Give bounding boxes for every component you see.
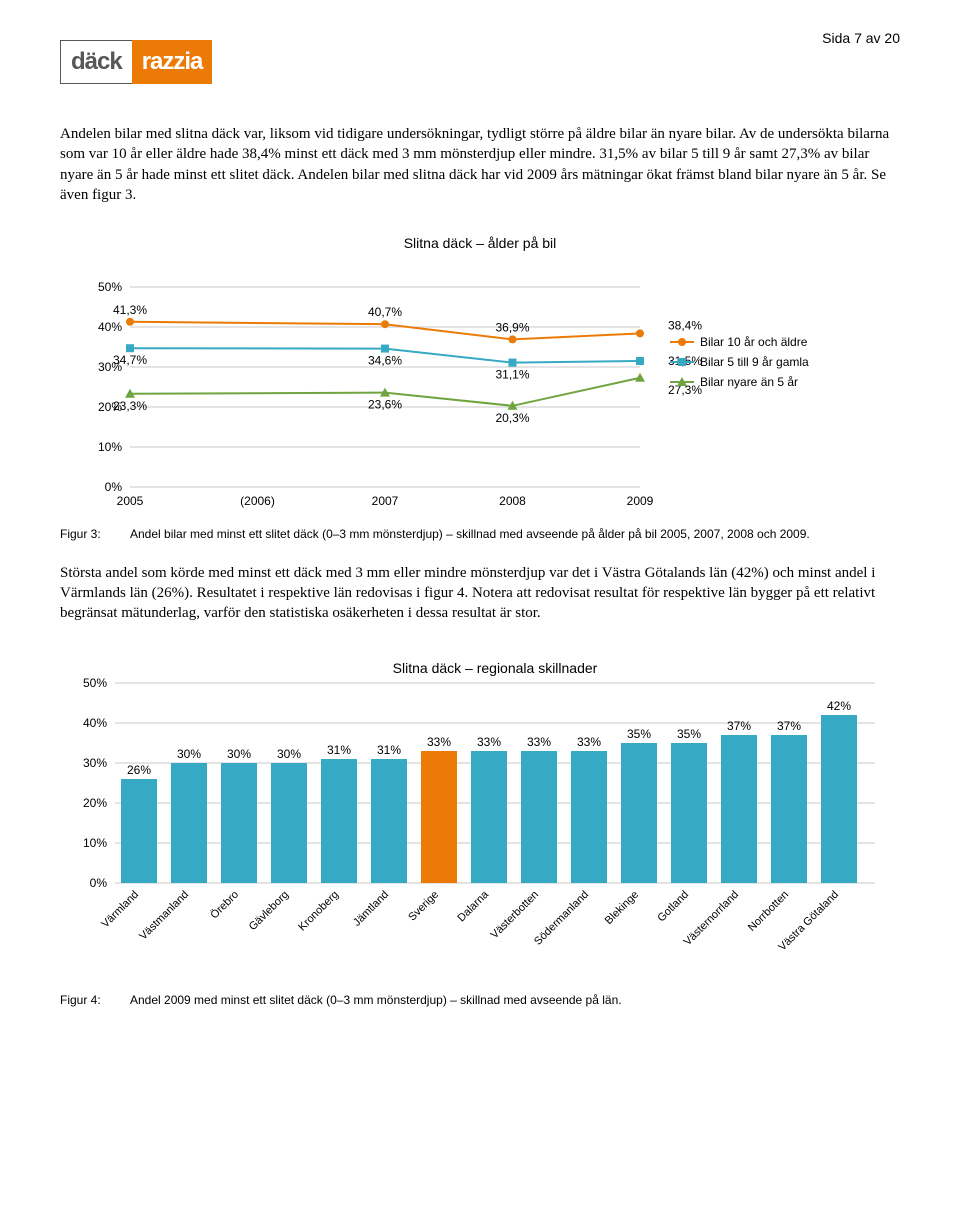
- chart2-svg: Slitna däck – regionala skillnader 0% 10% 2…: [65, 653, 895, 983]
- svg-text:Blekinge: Blekinge: [603, 889, 641, 927]
- chart1-block: Slitna däck – ålder på bil 0%10%20%30%40…: [60, 235, 900, 517]
- caption1-text: Andel bilar med minst ett slitet däck (0…: [130, 527, 900, 543]
- caption2-text: Andel 2009 med minst ett slitet däck (0–…: [130, 993, 900, 1009]
- svg-text:20,3%: 20,3%: [495, 411, 529, 425]
- svg-text:30%: 30%: [227, 747, 251, 761]
- svg-text:Värmland: Värmland: [99, 889, 141, 931]
- svg-text:35%: 35%: [627, 727, 651, 741]
- logo-left-text: däck: [71, 48, 122, 76]
- svg-text:50%: 50%: [83, 676, 107, 690]
- svg-text:0%: 0%: [90, 876, 108, 890]
- svg-text:30%: 30%: [177, 747, 201, 761]
- svg-text:Bilar nyare än 5 år: Bilar nyare än 5 år: [700, 375, 798, 389]
- svg-text:30%: 30%: [83, 756, 107, 770]
- svg-text:10%: 10%: [83, 836, 107, 850]
- svg-text:34,7%: 34,7%: [113, 353, 147, 367]
- svg-text:33%: 33%: [477, 735, 501, 749]
- caption1: Figur 3: Andel bilar med minst ett slite…: [60, 527, 900, 543]
- svg-text:Gävleborg: Gävleborg: [247, 889, 291, 933]
- svg-text:20%: 20%: [83, 796, 107, 810]
- svg-text:Slitna däck – regionala skilln: Slitna däck – regionala skillnader: [393, 660, 598, 676]
- svg-text:2009: 2009: [627, 494, 654, 508]
- svg-text:26%: 26%: [127, 763, 151, 777]
- svg-text:Kronoberg: Kronoberg: [296, 889, 341, 934]
- chart1-svg: 0%10%20%30%40%50%2005(2006)2007200820094…: [70, 257, 890, 517]
- caption2-label: Figur 4:: [60, 993, 130, 1009]
- svg-text:23,6%: 23,6%: [368, 398, 402, 412]
- svg-text:33%: 33%: [577, 735, 601, 749]
- logo-right-text: razzia: [142, 48, 203, 76]
- logo: däck razzia: [60, 40, 212, 84]
- svg-text:33%: 33%: [427, 735, 451, 749]
- svg-text:50%: 50%: [98, 280, 122, 294]
- svg-text:41,3%: 41,3%: [113, 303, 147, 317]
- svg-text:0%: 0%: [105, 480, 123, 494]
- svg-text:31%: 31%: [327, 743, 351, 757]
- chart1-title: Slitna däck – ålder på bil: [60, 235, 900, 251]
- svg-text:38,4%: 38,4%: [668, 318, 702, 332]
- page-number: Sida 7 av 20: [822, 30, 900, 46]
- paragraph-1: Andelen bilar med slitna däck var, likso…: [60, 124, 900, 205]
- svg-text:40%: 40%: [83, 716, 107, 730]
- svg-text:30%: 30%: [277, 747, 301, 761]
- svg-text:Sverige: Sverige: [406, 889, 441, 924]
- svg-text:Västmanland: Västmanland: [137, 889, 191, 943]
- svg-text:Dalarna: Dalarna: [455, 888, 491, 924]
- svg-text:Bilar 10 år och äldre: Bilar 10 år och äldre: [700, 335, 808, 349]
- svg-text:Örebro: Örebro: [208, 889, 241, 922]
- svg-text:2007: 2007: [372, 494, 399, 508]
- svg-text:Gotland: Gotland: [655, 889, 691, 925]
- svg-text:2008: 2008: [499, 494, 526, 508]
- svg-text:Norrbotten: Norrbotten: [746, 889, 791, 934]
- svg-text:37%: 37%: [727, 719, 751, 733]
- svg-text:10%: 10%: [98, 440, 122, 454]
- svg-text:37%: 37%: [777, 719, 801, 733]
- svg-text:42%: 42%: [827, 699, 851, 713]
- paragraph-2: Största andel som körde med minst ett dä…: [60, 563, 900, 624]
- svg-text:33%: 33%: [527, 735, 551, 749]
- svg-text:40,7%: 40,7%: [368, 305, 402, 319]
- caption2: Figur 4: Andel 2009 med minst ett slitet…: [60, 993, 900, 1009]
- svg-text:Bilar 5 till 9 år gamla: Bilar 5 till 9 år gamla: [700, 355, 809, 369]
- svg-text:Södermanland: Södermanland: [532, 889, 591, 948]
- svg-text:23,3%: 23,3%: [113, 399, 147, 413]
- svg-text:Västerbotten: Västerbotten: [489, 889, 542, 942]
- chart2-block: Slitna däck – regionala skillnader 0% 10% 2…: [60, 653, 900, 983]
- svg-text:40%: 40%: [98, 320, 122, 334]
- caption1-label: Figur 3:: [60, 527, 130, 543]
- svg-text:31%: 31%: [377, 743, 401, 757]
- svg-text:Jämtland: Jämtland: [351, 889, 391, 929]
- svg-text:36,9%: 36,9%: [495, 320, 529, 334]
- svg-text:34,6%: 34,6%: [368, 354, 402, 368]
- svg-text:31,1%: 31,1%: [495, 368, 529, 382]
- svg-text:35%: 35%: [677, 727, 701, 741]
- svg-text:(2006): (2006): [240, 494, 275, 508]
- svg-text:2005: 2005: [117, 494, 144, 508]
